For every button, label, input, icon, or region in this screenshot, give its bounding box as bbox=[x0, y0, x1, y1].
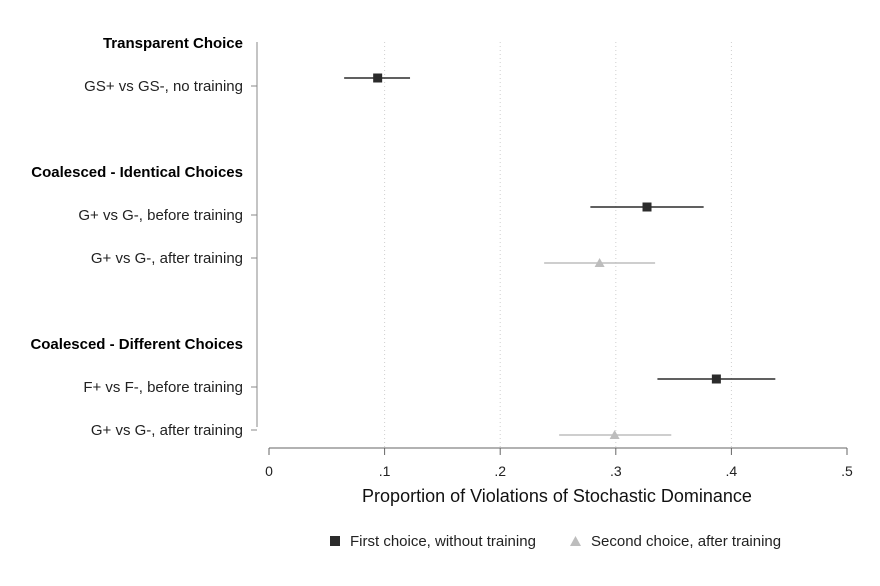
x-ticks: 0 .1 .2 .3 .4 .5 bbox=[265, 448, 853, 479]
legend: First choice, without training Second cho… bbox=[330, 533, 781, 550]
group-title: Coalesced - Different Choices bbox=[30, 336, 243, 353]
legend-marker-square bbox=[330, 536, 340, 546]
x-tick-label: .4 bbox=[726, 463, 738, 479]
row-label: G+ vs G-, after training bbox=[91, 422, 243, 439]
legend-label: Second choice, after training bbox=[591, 533, 781, 550]
legend-label: First choice, without training bbox=[350, 533, 536, 550]
point-estimate-square bbox=[642, 202, 652, 212]
point-estimate-square bbox=[711, 374, 721, 384]
row-labels: Transparent Choice GS+ vs GS-, no trainin… bbox=[30, 35, 243, 439]
data-marks bbox=[344, 73, 776, 439]
x-tick-label: .2 bbox=[494, 463, 506, 479]
group-title: Transparent Choice bbox=[103, 35, 243, 52]
row-label: G+ vs G-, before training bbox=[78, 207, 243, 224]
x-tick-label: .5 bbox=[841, 463, 853, 479]
row-label: GS+ vs GS-, no training bbox=[84, 78, 243, 95]
grid-lines bbox=[384, 42, 732, 448]
x-tick-label: 0 bbox=[265, 463, 273, 479]
group-title: Coalesced - Identical Choices bbox=[31, 164, 243, 181]
row-label: G+ vs G-, after training bbox=[91, 250, 243, 267]
x-tick-label: .1 bbox=[379, 463, 391, 479]
point-estimate-square bbox=[373, 73, 383, 83]
row-label: F+ vs F-, before training bbox=[83, 379, 243, 396]
x-tick-label: .3 bbox=[610, 463, 622, 479]
point-estimate-triangle bbox=[609, 430, 620, 439]
x-axis-label: Proportion of Violations of Stochastic D… bbox=[362, 486, 752, 506]
legend-marker-triangle bbox=[570, 536, 581, 546]
axes bbox=[251, 42, 847, 449]
point-estimate-triangle bbox=[594, 258, 605, 267]
